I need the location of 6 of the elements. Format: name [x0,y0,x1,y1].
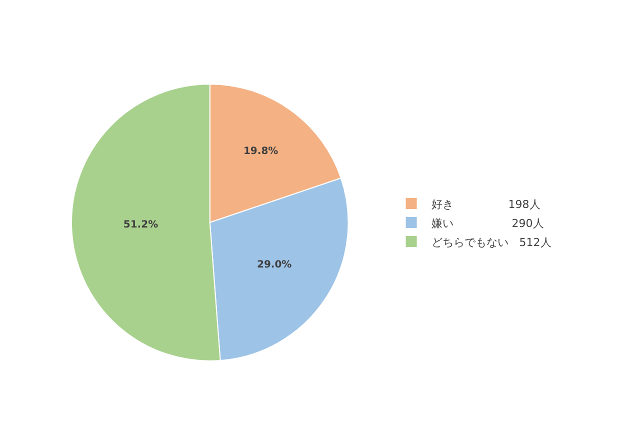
legend-label: 好き 198人 [431,198,540,211]
data-label: 51.2% [123,220,158,231]
legend-label: 嫌い 290人 [431,216,544,230]
data-label: 19.8% [243,146,278,157]
data-label: 29.0% [256,260,292,271]
legend-label: どちらでもない 512人 [431,236,552,249]
